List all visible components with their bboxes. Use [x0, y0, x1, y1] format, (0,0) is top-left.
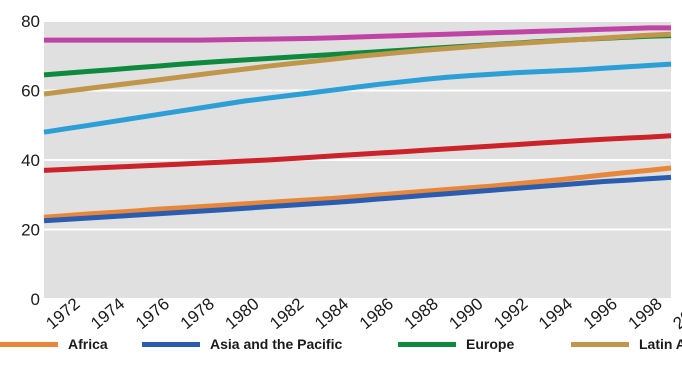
x-tick-label: 1974 [87, 294, 128, 333]
y-tick-label: 20 [21, 221, 40, 240]
x-axis-tick-labels: 1972 1974 1976 1978 1980 1982 1984 1986 1988 1990… [42, 294, 682, 333]
legend-item: Asia and the Pacific [142, 336, 342, 352]
series-line-1 [43, 165, 672, 220]
legend: Africa Asia and the Pacific Europe Latin Am… [0, 336, 682, 366]
x-tick-label: 2000 [669, 294, 682, 333]
y-tick-label: 80 [21, 12, 40, 31]
series-lines [43, 25, 672, 224]
legend-swatch [142, 341, 200, 347]
y-tick-label: 0 [31, 290, 40, 309]
x-tick-label: 1980 [222, 294, 263, 333]
series-line-4 [43, 31, 672, 97]
x-tick-label: 1982 [266, 294, 307, 333]
legend-label: Asia and the Pacific [210, 336, 343, 352]
legend-label: Africa [68, 336, 108, 352]
y-axis-tick-labels: 0 20 40 60 80 [21, 12, 40, 309]
legend-item: Latin Ame [571, 336, 682, 352]
series-line-5 [43, 61, 672, 135]
x-tick-label: 1976 [132, 294, 173, 333]
x-tick-label: 1988 [401, 294, 442, 333]
y-tick-label: 40 [21, 151, 40, 170]
x-tick-label: 1992 [490, 294, 531, 333]
x-tick-label: 1978 [177, 294, 218, 333]
series-line-6 [43, 133, 672, 173]
legend-swatch [0, 341, 58, 347]
x-tick-label: 1984 [311, 294, 352, 333]
x-tick-label: 1990 [445, 294, 486, 333]
y-tick-label: 60 [21, 82, 40, 101]
legend-swatch [571, 341, 629, 347]
legend-label: Europe [466, 336, 515, 352]
x-tick-label: 1994 [535, 294, 576, 333]
x-tick-label: 1972 [42, 294, 83, 333]
legend-item: Africa [0, 336, 108, 352]
series-line-7 [44, 25, 671, 43]
x-tick-label: 1998 [625, 294, 666, 333]
legend-swatch [398, 341, 456, 347]
legend-item: Europe [398, 336, 514, 352]
legend-label: Latin Ame [639, 336, 682, 352]
x-tick-label: 1986 [356, 294, 397, 333]
x-tick-label: 1996 [580, 294, 621, 333]
series-line-2 [43, 174, 672, 224]
gridlines [44, 20, 671, 300]
